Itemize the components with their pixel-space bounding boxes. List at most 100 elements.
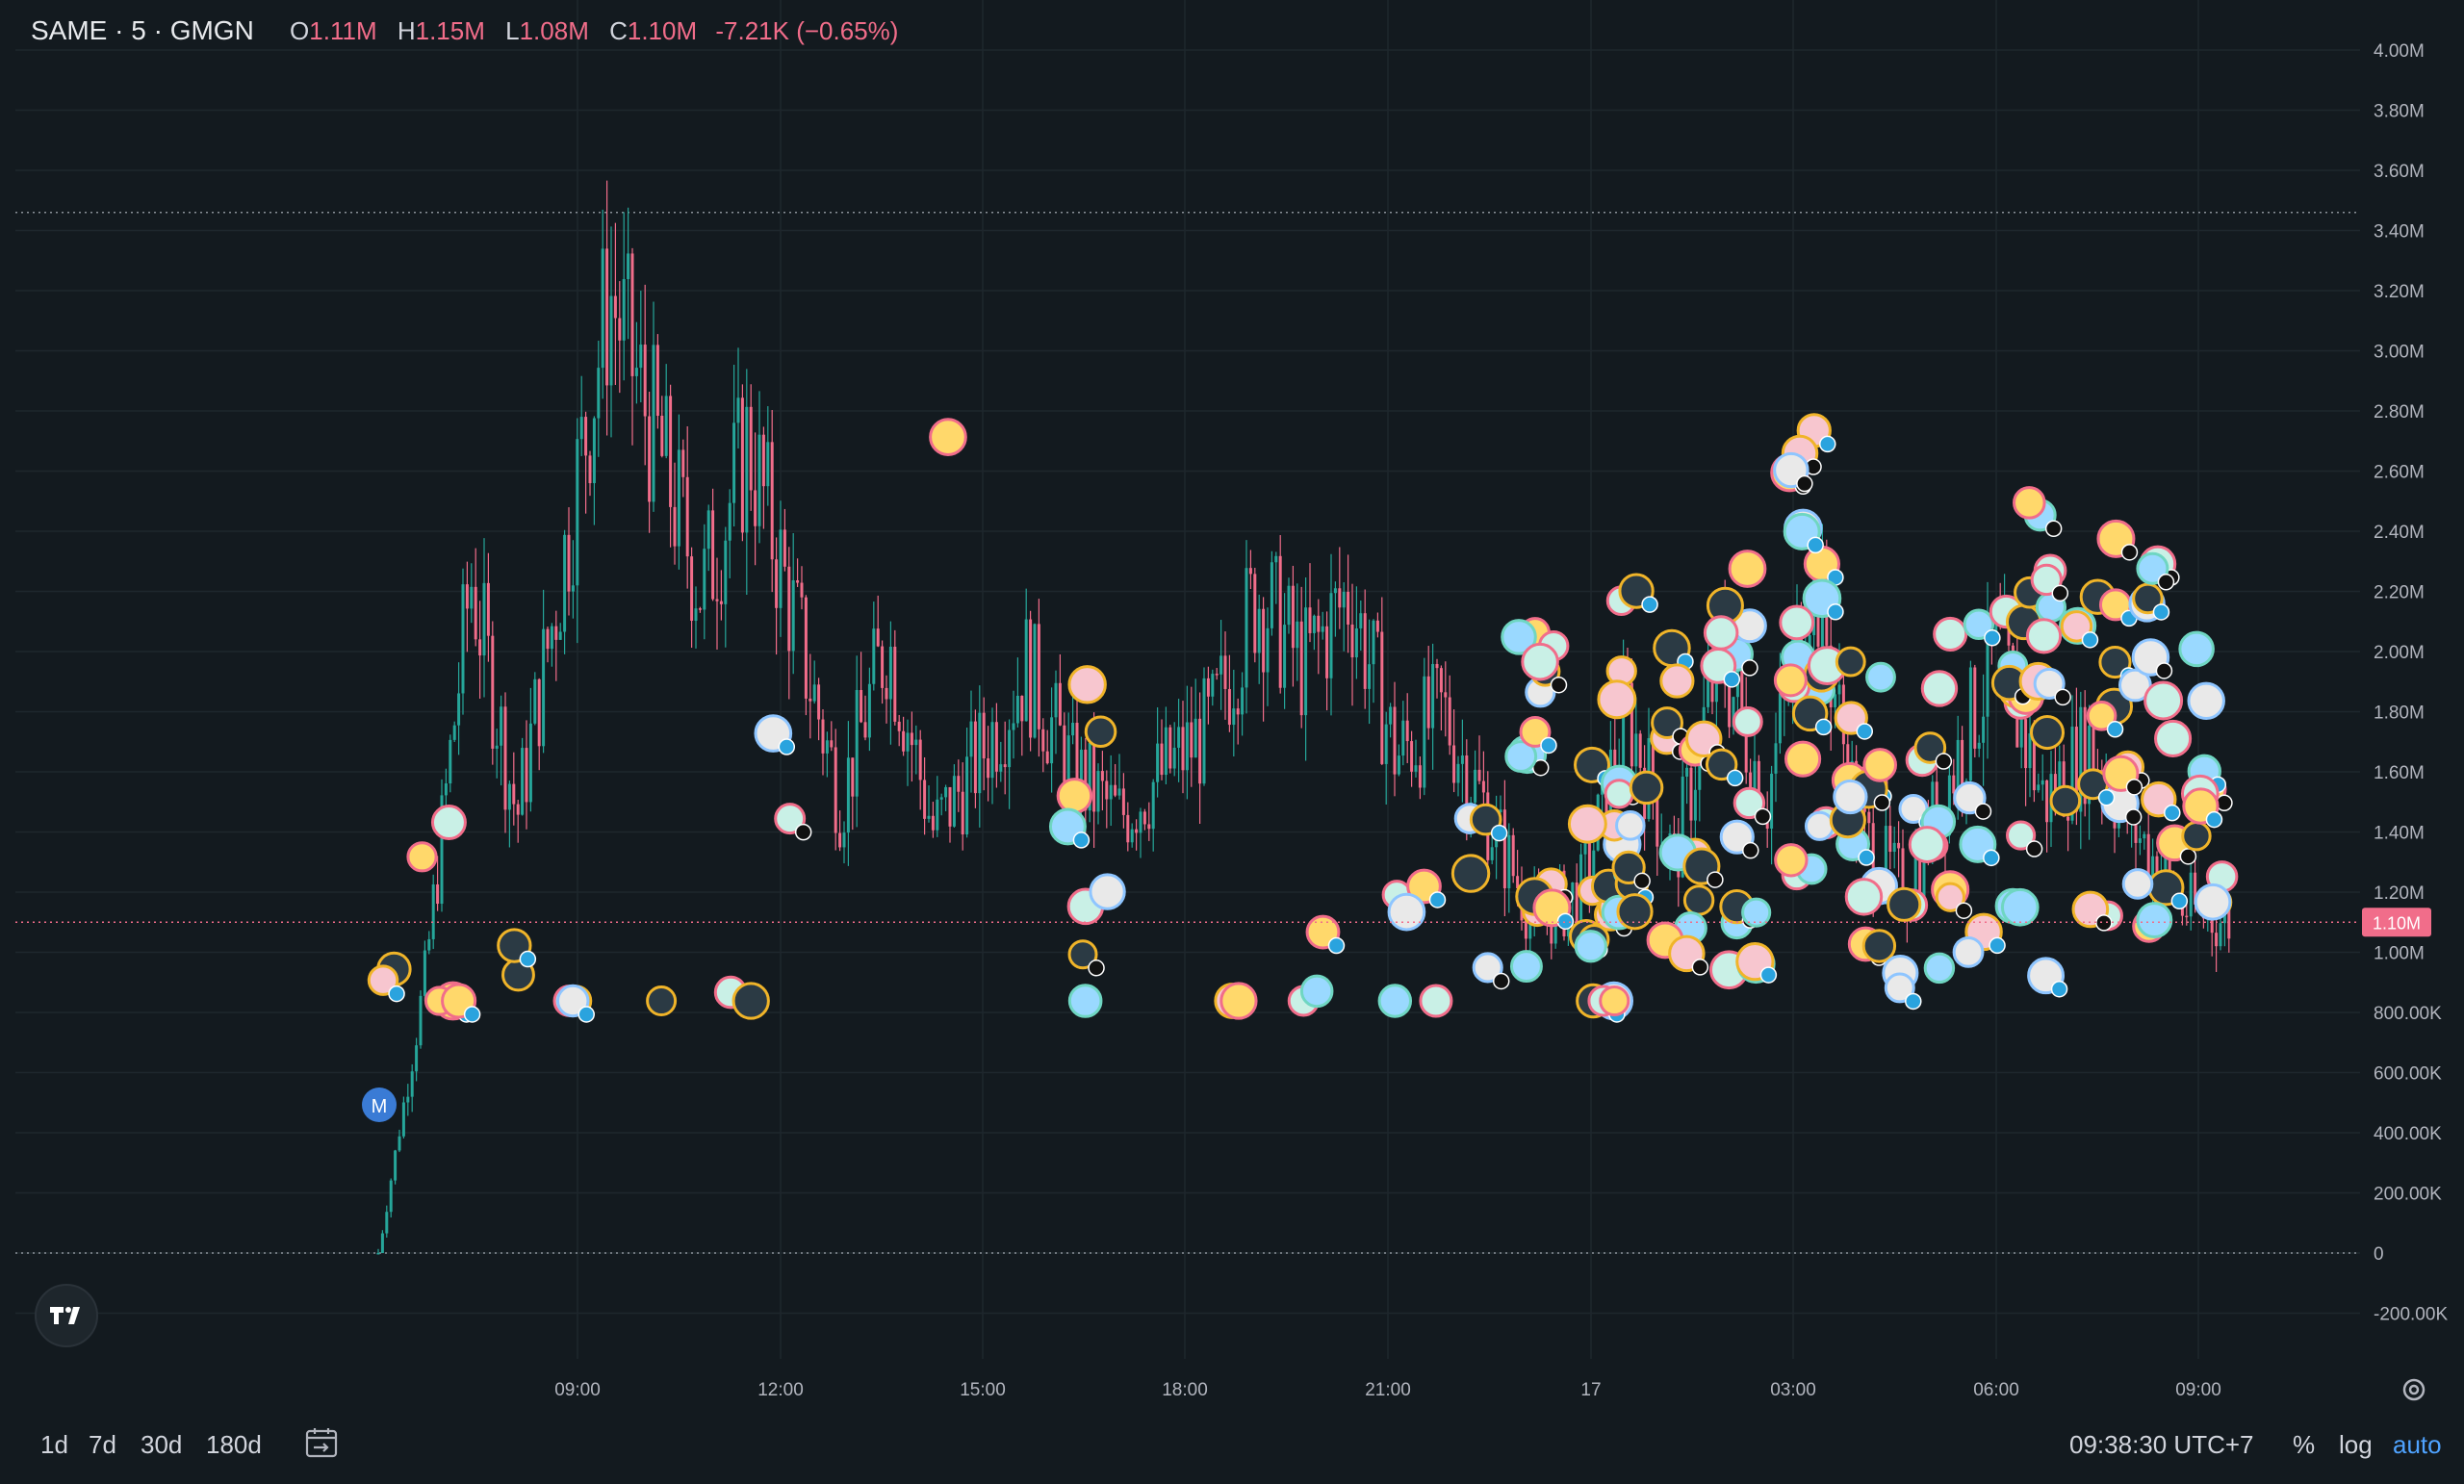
timezone-clock[interactable]: 09:38:30 UTC+7	[2069, 1430, 2254, 1459]
candle-body	[415, 1045, 419, 1072]
y-tick-label: 1.40M	[2374, 824, 2425, 844]
candle-body	[1380, 631, 1384, 764]
x-icon	[2095, 914, 2113, 932]
migration-marker-label: M	[372, 1096, 388, 1117]
y-tick-label: 2.60M	[2374, 463, 2425, 483]
y-tick-label: 800.00K	[2374, 1004, 2442, 1024]
symbol-legend: SAME · 5 · GMGN O1.11M H1.15M L1.08M C1.…	[31, 15, 898, 46]
auto-scale-toggle[interactable]: auto	[2393, 1430, 2442, 1459]
candle-body	[1389, 706, 1393, 725]
trader-avatar-icon	[1574, 930, 1607, 963]
candle-body	[1977, 742, 1981, 749]
candle-body	[1550, 917, 1553, 944]
candle-body	[1837, 684, 1841, 695]
candle-body	[2032, 733, 2036, 791]
trade-markers: M	[362, 413, 2239, 1122]
candle-body	[1232, 708, 1236, 726]
trader-avatar-icon	[1884, 972, 1915, 1004]
timeframe-7d-button[interactable]: 7d	[89, 1430, 116, 1459]
percent-scale-toggle[interactable]: %	[2293, 1430, 2316, 1459]
trader-avatar-icon	[1861, 929, 1897, 963]
candle-body	[1015, 696, 1019, 724]
candle-body	[952, 776, 956, 827]
candle-body	[791, 580, 795, 652]
trader-avatar-icon	[1472, 952, 1503, 984]
telegram-icon	[778, 738, 796, 755]
candle-body	[1368, 664, 1372, 689]
tradingview-logo-icon[interactable]	[35, 1284, 98, 1347]
bottom-toolbar: 1d 7d 30d 180d 09:38:30 UTC+7 % log auto	[0, 1413, 2464, 1480]
candle-body	[389, 1180, 393, 1213]
chart-settings-icon[interactable]	[2397, 1372, 2431, 1407]
trader-avatar-icon	[732, 982, 770, 1020]
candle-body	[1321, 626, 1324, 632]
x-icon	[1633, 872, 1651, 890]
candle-body	[770, 442, 774, 560]
telegram-icon	[2164, 804, 2181, 822]
trader-avatar-icon	[2194, 883, 2232, 921]
candle-body	[2070, 727, 2074, 821]
candle-body	[923, 780, 927, 819]
y-tick-label: 1.60M	[2374, 763, 2425, 783]
symbol-name[interactable]: SAME · 5 · GMGN	[31, 15, 254, 45]
candle-body	[627, 253, 630, 280]
candle-body	[779, 529, 783, 608]
candle-body	[1884, 826, 1887, 886]
candle-body	[457, 693, 461, 726]
candle-body	[427, 938, 431, 951]
trader-avatar-icon	[2006, 820, 2037, 851]
candle-body	[516, 804, 520, 815]
candle-body	[885, 687, 888, 700]
candle-body	[550, 626, 553, 650]
candle-body	[948, 786, 952, 827]
trader-avatar-icon	[1509, 950, 1543, 984]
candle-body	[1020, 696, 1024, 722]
price-axis[interactable]: 4.00M 3.80M 3.60M 3.40M 3.20M 3.00M 2.80M 2.60M…	[2374, 41, 2448, 1325]
candle-body	[711, 510, 715, 600]
x-icon	[2124, 808, 2143, 826]
low-label: L	[505, 16, 520, 45]
x-icon	[1531, 758, 1550, 777]
time-axis[interactable]: 09:00 12:00 15:00 18:00 21:00 17 03:00 06:00 09:…	[554, 1380, 2221, 1400]
candle-body	[1524, 920, 1527, 939]
candle-body	[1363, 613, 1367, 689]
candle-body	[1452, 745, 1456, 783]
candle-body	[1592, 850, 1596, 883]
candle-body	[719, 601, 723, 604]
candle-body	[2168, 855, 2171, 875]
candle-body	[1142, 811, 1146, 825]
candle-body	[1270, 562, 1273, 628]
timeframe-30d-button[interactable]: 30d	[141, 1430, 183, 1459]
open-value: 1.11M	[309, 16, 377, 45]
candle-body	[690, 556, 694, 621]
candle-body	[851, 757, 855, 797]
trader-avatar-icon	[2136, 902, 2173, 939]
candle-body	[1702, 706, 1706, 731]
trader-avatar-icon	[1469, 803, 1502, 836]
y-tick-label: 3.60M	[2374, 162, 2425, 182]
candle-body	[486, 582, 490, 636]
candle-body	[817, 684, 821, 720]
go-to-date-icon[interactable]	[304, 1426, 339, 1459]
candle-body	[394, 1150, 398, 1181]
candle-body	[1681, 776, 1684, 878]
y-tick-label: 400.00K	[2374, 1124, 2442, 1144]
candle-body	[1084, 749, 1088, 811]
log-scale-toggle[interactable]: log	[2339, 1430, 2373, 1459]
close-value: 1.10M	[627, 16, 698, 45]
candle-body	[1630, 682, 1633, 767]
candle-body	[401, 1102, 405, 1137]
trader-avatar-icon	[1779, 604, 1815, 641]
candle-body	[503, 706, 507, 810]
candle-body	[838, 832, 842, 848]
timeframe-1d-button[interactable]: 1d	[40, 1430, 68, 1459]
timeframe-180d-button[interactable]: 180d	[206, 1430, 262, 1459]
trader-avatar-icon	[2013, 486, 2046, 520]
candle-body	[2185, 915, 2189, 918]
candle-body	[1181, 727, 1185, 771]
candle-body	[1656, 797, 1659, 847]
candle-body	[398, 1136, 401, 1151]
telegram-icon	[2050, 980, 2068, 998]
x-icon	[1754, 807, 1772, 826]
